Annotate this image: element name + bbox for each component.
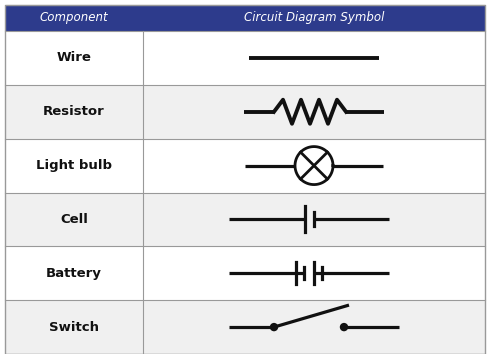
Text: Switch: Switch [49, 321, 99, 333]
Text: Cell: Cell [60, 213, 88, 226]
Text: Wire: Wire [56, 51, 92, 64]
Circle shape [270, 324, 277, 331]
Text: Light bulb: Light bulb [36, 159, 112, 172]
Bar [5, 31, 485, 85]
Text: Battery: Battery [46, 267, 102, 280]
Bar [5, 85, 485, 139]
Bar [5, 193, 485, 246]
Bar [5, 5, 485, 31]
Circle shape [341, 324, 347, 331]
Text: Component: Component [40, 11, 108, 24]
Text: Circuit Diagram Symbol: Circuit Diagram Symbol [244, 11, 384, 24]
Bar [5, 246, 485, 300]
Bar [5, 300, 485, 354]
Bar [5, 139, 485, 193]
Text: Resistor: Resistor [43, 105, 105, 118]
